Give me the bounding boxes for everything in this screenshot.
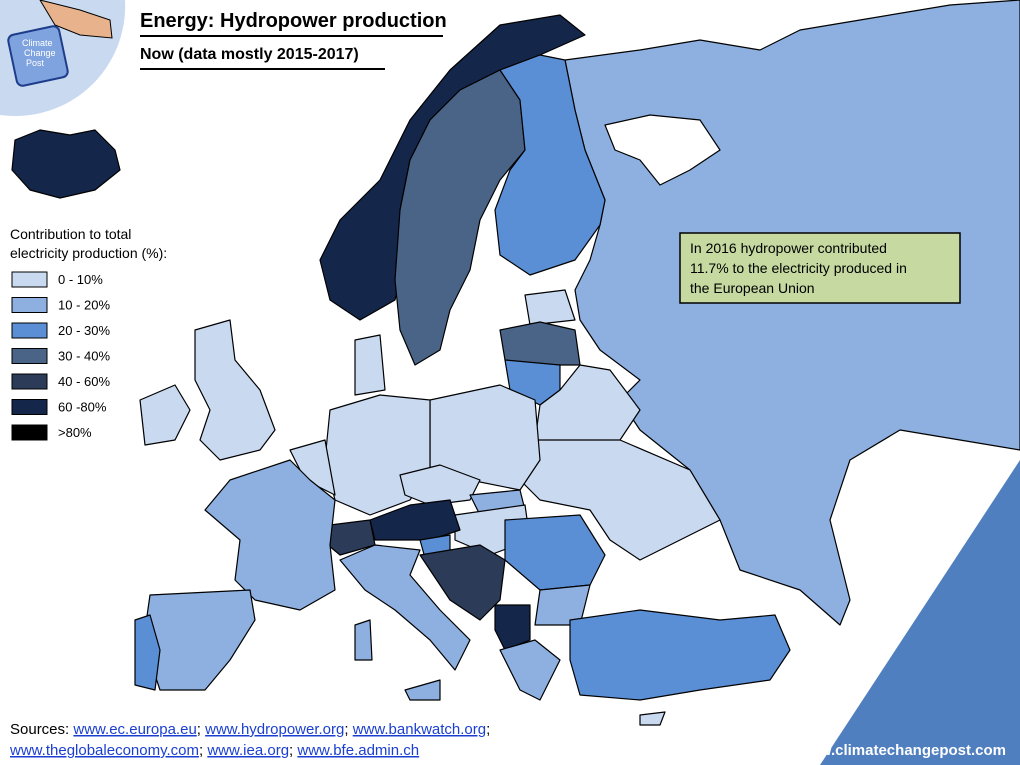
latvia <box>499 321 581 366</box>
subtitle: Now (data mostly 2015-2017) <box>140 46 359 63</box>
sources-line: www.theglobaleconomy.com; www.iea.org; w… <box>9 742 419 759</box>
source-separator: ; <box>344 721 348 738</box>
logo-hand <box>39 0 113 39</box>
legend: Contribution to total electricity product… <box>10 226 167 441</box>
legend-swatch <box>11 424 48 441</box>
source-link[interactable]: www.hydropower.org <box>204 721 344 738</box>
legend-label: 60 -80% <box>58 400 107 415</box>
sources: Sources: www.ec.europa.eu; www.hydropowe… <box>9 721 490 759</box>
legend-swatch <box>11 297 48 313</box>
denmark <box>354 334 386 396</box>
sources-line: Sources: www.ec.europa.eu; www.hydropowe… <box>10 721 490 738</box>
source-link[interactable]: www.theglobaleconomy.com <box>9 742 199 759</box>
corner-sea <box>820 460 1020 765</box>
logo-word: Change <box>24 48 56 58</box>
western-balkans <box>419 544 506 621</box>
legend-swatch <box>11 399 48 415</box>
legend-title: electricity production (%): <box>10 245 167 261</box>
source-separator: ; <box>197 721 201 738</box>
source-link[interactable]: www.ec.europa.eu <box>72 721 196 738</box>
note: In 2016 hydropower contributed 11.7% to t… <box>690 240 907 296</box>
sardinia <box>354 619 373 661</box>
logo-word: Post <box>26 58 45 68</box>
austria <box>369 499 461 541</box>
legend-label: 40 - 60% <box>58 374 110 389</box>
note-line: the European Union <box>690 280 815 296</box>
white-sea <box>604 114 721 186</box>
legend-label: 30 - 40% <box>58 349 110 364</box>
turkey <box>569 609 791 701</box>
spain <box>144 589 256 691</box>
uk <box>194 319 276 461</box>
cyprus <box>639 711 666 726</box>
source-separator: ; <box>486 721 490 738</box>
romania <box>504 514 606 591</box>
czechia <box>399 464 481 506</box>
finland <box>494 54 606 276</box>
sicily <box>404 679 441 701</box>
legend-label: 0 - 10% <box>58 272 103 287</box>
estonia <box>524 289 576 326</box>
legend-label: 10 - 20% <box>58 298 110 313</box>
note-line: In 2016 hydropower contributed <box>690 240 887 256</box>
legend-swatch <box>11 348 48 364</box>
legend-title: Contribution to total <box>10 226 131 242</box>
countries <box>11 0 1020 726</box>
logo-badge <box>7 25 69 87</box>
logo-word: Climate <box>22 38 53 48</box>
footer-site: www.climatechangepost.com <box>796 742 1007 759</box>
source-link[interactable]: www.bfe.admin.ch <box>296 742 419 759</box>
source-link[interactable]: www.iea.org <box>206 742 289 759</box>
sources-label: Sources: <box>10 721 69 738</box>
source-separator: ; <box>289 742 293 759</box>
italy <box>339 544 471 671</box>
legend-label: >80% <box>58 425 92 440</box>
note-line: 11.7% to the electricity produced in <box>690 260 907 276</box>
ireland <box>139 384 191 446</box>
title: Energy: Hydropower production <box>140 10 447 32</box>
source-link[interactable]: www.bankwatch.org <box>352 721 486 738</box>
source-separator: ; <box>199 742 203 759</box>
france <box>204 459 336 611</box>
note-box <box>679 232 961 304</box>
legend-label: 20 - 30% <box>58 323 110 338</box>
greece <box>499 639 561 701</box>
legend-swatch <box>11 373 48 390</box>
portugal <box>134 614 161 691</box>
legend-swatch <box>11 322 48 339</box>
legend-swatch <box>11 271 48 288</box>
ukraine <box>519 439 721 561</box>
iceland <box>11 129 121 199</box>
